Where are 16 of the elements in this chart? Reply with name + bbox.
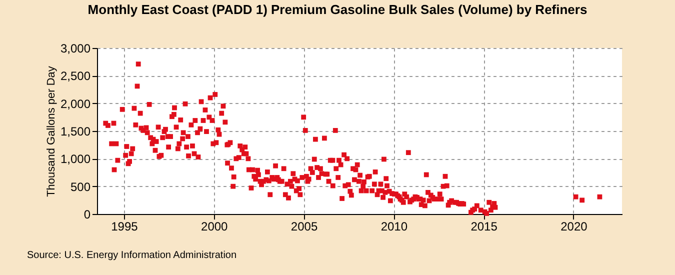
y-axis-title: Thousand Gallons per Day [45,66,58,197]
y-tick-label: 1,000 [60,152,91,166]
y-tick-label: 500 [70,180,91,194]
y-tick-label: 1,500 [60,124,91,138]
x-tick-label: 1995 [111,220,138,234]
source-note: Source: U.S. Energy Information Administration [27,250,237,261]
chart-title: Monthly East Coast (PADD 1) Premium Gasoline Bulk Sales (Volume) by Refiners [88,2,588,17]
x-tick-label: 2020 [560,220,588,234]
y-tick-label: 2,500 [60,69,91,84]
y-tick-label: 0 [84,208,91,222]
x-tick-label: 2005 [290,220,318,234]
x-tick-label: 2015 [470,220,498,234]
y-tick-label: 2,000 [60,96,91,111]
x-tick-label: 2000 [201,220,228,234]
y-tick-label: 3,000 [60,42,91,56]
x-tick-label: 2010 [380,220,408,234]
